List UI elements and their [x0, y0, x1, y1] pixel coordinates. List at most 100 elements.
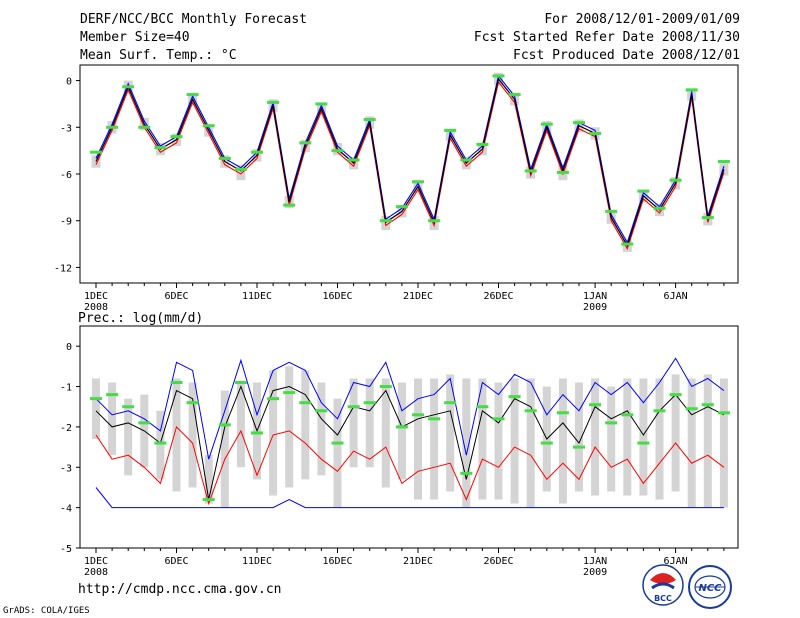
- member-range-bar: [687, 378, 696, 508]
- y-tick-label: -3: [60, 463, 72, 474]
- observation-marker: [540, 122, 553, 126]
- y-tick-label: -4: [60, 504, 72, 515]
- member-range-bar: [558, 378, 567, 504]
- observation-marker: [218, 156, 231, 160]
- observation-marker: [637, 441, 650, 445]
- observation-marker: [363, 401, 376, 405]
- y-tick-label: -1: [60, 383, 72, 394]
- member-range-bar: [430, 378, 439, 500]
- x-tick-label: 1DEC: [84, 556, 108, 567]
- observation-marker: [605, 209, 618, 213]
- observation-marker: [621, 413, 634, 417]
- y-tick-label: 0: [66, 77, 72, 88]
- observation-marker: [492, 417, 505, 421]
- observation-marker: [685, 88, 698, 92]
- y-tick-label: -5: [60, 544, 72, 555]
- observation-marker: [186, 401, 199, 405]
- observation-marker: [540, 441, 553, 445]
- observation-marker: [653, 409, 666, 413]
- x-tick-label: 1JAN: [583, 556, 607, 567]
- observation-marker: [154, 146, 167, 150]
- observation-marker: [251, 431, 263, 435]
- observation-marker: [170, 381, 183, 385]
- observation-marker: [283, 203, 296, 207]
- observation-marker: [412, 180, 424, 184]
- observation-marker: [589, 132, 602, 136]
- temperature-frame: [79, 64, 739, 284]
- member-size: Member Size=40: [80, 30, 190, 45]
- observation-marker: [669, 393, 682, 397]
- x-tick-label: 16DEC: [322, 556, 352, 567]
- member-range-bar: [639, 378, 648, 496]
- forecast-title: DERF/NCC/BCC Monthly Forecast: [80, 12, 307, 27]
- observation-marker: [122, 85, 135, 89]
- observation-marker: [395, 205, 408, 209]
- bcc-logo-text: BCC: [654, 594, 672, 603]
- x-year-label: 2009: [583, 302, 607, 313]
- x-tick-label: 11DEC: [242, 556, 272, 567]
- observation-marker: [524, 169, 537, 173]
- prec-upper-spread-line: [95, 357, 725, 460]
- member-range-bar: [575, 382, 583, 492]
- member-range-bar: [108, 382, 117, 456]
- observation-marker: [379, 385, 392, 389]
- observation-marker: [138, 125, 151, 129]
- member-range-bar: [172, 378, 181, 492]
- member-range-bar: [510, 378, 519, 504]
- observation-marker: [444, 128, 457, 132]
- observation-marker: [669, 178, 682, 182]
- observation-marker: [138, 421, 151, 425]
- prec-ensemble-mean-line: [95, 385, 725, 500]
- member-range-bar: [381, 378, 390, 488]
- x-year-label: 2008: [84, 567, 108, 578]
- prec-lower-spread-line: [95, 425, 725, 506]
- produced-date: Fcst Produced Date 2008/12/01: [513, 48, 740, 63]
- variable-label: Mean Surf. Temp.: °C: [80, 48, 237, 63]
- precip-frame: [79, 325, 739, 549]
- observation-marker: [508, 395, 521, 399]
- observation-marker: [685, 407, 698, 411]
- observation-marker: [347, 158, 360, 162]
- observation-marker: [170, 135, 183, 139]
- member-range-bar: [414, 378, 422, 500]
- member-range-bar: [188, 382, 197, 488]
- x-tick-label: 26DEC: [483, 291, 513, 302]
- observation-marker: [122, 405, 135, 409]
- observation-marker: [428, 219, 441, 223]
- x-tick-label: 1DEC: [84, 291, 108, 302]
- observation-marker: [299, 141, 312, 145]
- precip-title: Prec.: log(mm/d): [78, 311, 203, 326]
- member-range-bar: [124, 398, 133, 476]
- observation-marker: [218, 423, 231, 427]
- observation-marker: [556, 411, 569, 415]
- observation-marker: [621, 242, 634, 246]
- member-range-bar: [607, 386, 616, 492]
- observation-marker: [637, 189, 650, 193]
- bcc-logo: BCC: [642, 564, 684, 606]
- member-range-bar: [494, 382, 503, 500]
- member-range-bar: [671, 374, 680, 492]
- observation-marker: [267, 397, 280, 401]
- temp-lower-spread-line: [95, 80, 725, 251]
- member-range-bar: [349, 378, 358, 468]
- observation-marker: [186, 93, 199, 97]
- observation-marker: [653, 206, 666, 210]
- observation-marker: [315, 409, 328, 413]
- source-url[interactable]: http://cmdp.ncc.cma.gov.cn: [78, 582, 282, 597]
- observation-marker: [412, 413, 424, 417]
- observation-marker: [573, 445, 585, 449]
- member-range-bar: [91, 155, 101, 168]
- y-tick-label: -9: [60, 217, 72, 228]
- observation-marker: [605, 421, 618, 425]
- member-range-bar: [623, 378, 632, 496]
- observation-marker: [90, 150, 102, 154]
- observation-marker: [444, 401, 457, 405]
- bcc-swirl-icon: [650, 573, 676, 584]
- y-tick-label: -2: [60, 423, 72, 434]
- observation-marker: [460, 158, 473, 162]
- grads-credit: GrADS: COLA/IGES: [3, 606, 90, 616]
- observation-marker: [106, 393, 119, 397]
